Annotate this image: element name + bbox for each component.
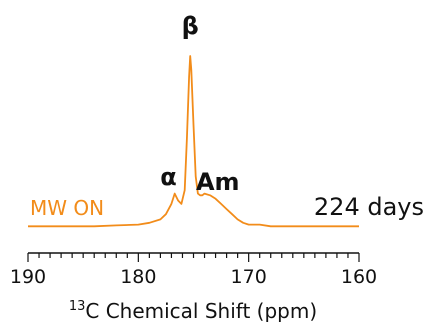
tick-label: 170: [231, 266, 267, 288]
tick-label: 160: [341, 266, 377, 288]
x-axis-title: 13C Chemical Shift (ppm): [69, 299, 317, 322]
x-axis: 190 180 170 160 13C Chemical Shift (ppm): [10, 252, 377, 322]
plot-layer: [28, 55, 359, 228]
peak-label-0: β: [182, 12, 199, 40]
series-label: MW ON: [30, 196, 104, 220]
peak-label-2: Am: [196, 168, 240, 196]
peak-label-1: α: [160, 163, 177, 191]
tick-label: 180: [120, 266, 156, 288]
time-label: 224 days: [314, 193, 424, 221]
x-axis-title-superscript: 13: [69, 299, 86, 314]
label-layer: β α Am MW ON 224 days: [30, 12, 424, 221]
x-axis-title-text: C Chemical Shift (ppm): [85, 299, 317, 322]
series-line-0: [28, 55, 359, 228]
tick-label: 190: [10, 266, 46, 288]
